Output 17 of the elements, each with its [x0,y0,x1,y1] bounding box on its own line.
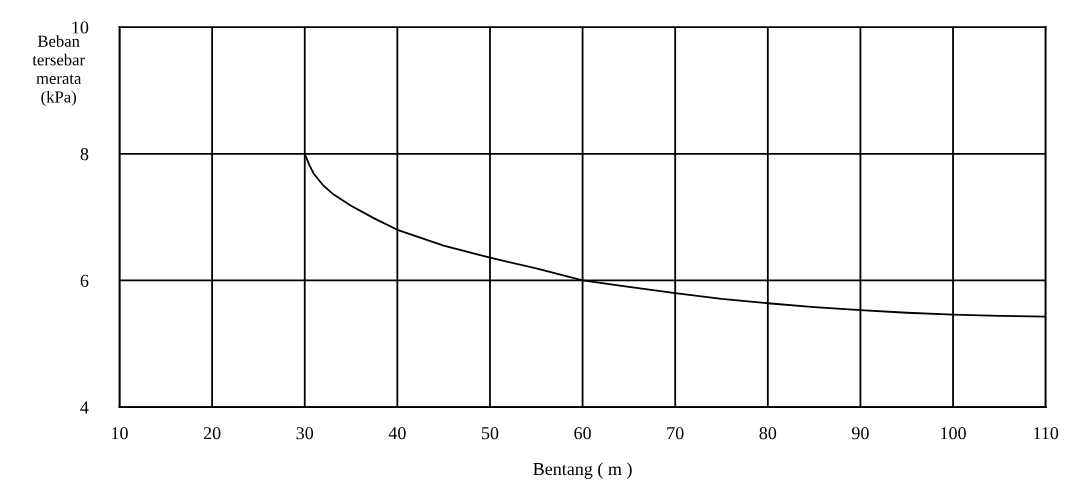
y-tick-label: 4 [80,401,89,414]
y-tick-label: 10 [72,21,89,34]
x-tick-label: 30 [296,427,314,440]
x-tick-label: 90 [851,427,869,440]
y-axis-title: Beban tersebar merata (kPa) [32,35,85,107]
x-tick-label: 100 [941,427,966,440]
x-axis-title: Bentang ( m ) [533,462,632,479]
y-tick-label: 6 [80,274,89,287]
x-tick-label: 50 [481,427,499,440]
x-tick-label: 80 [759,427,777,440]
x-tick-label: 110 [1034,427,1059,440]
x-tick-label: 20 [203,427,221,440]
x-tick-label: 70 [667,427,684,440]
x-tick-label: 40 [388,427,406,440]
x-tick-label: 60 [574,427,591,440]
y-tick-label: 8 [80,148,89,161]
x-tick-label: 10 [112,427,128,440]
